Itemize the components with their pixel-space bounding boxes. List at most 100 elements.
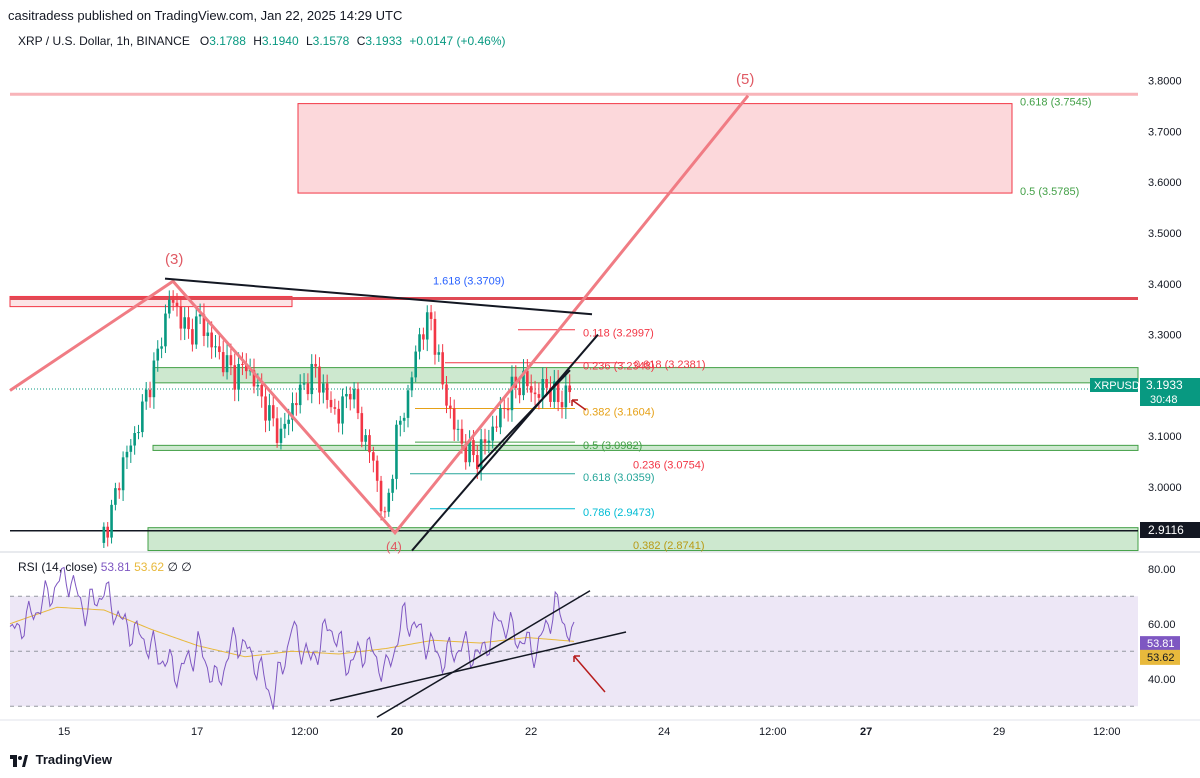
x-tick-label: 12:00 <box>1093 726 1121 738</box>
symbol-title[interactable]: XRP / U.S. Dollar, 1h, BINANCE <box>18 34 190 48</box>
candle-body <box>121 457 125 491</box>
candle-body <box>283 423 287 429</box>
candle-body <box>114 488 117 505</box>
x-tick-label: 24 <box>658 726 670 738</box>
candle-body <box>368 435 371 453</box>
candle-body <box>372 452 375 461</box>
open-label: O <box>199 34 210 48</box>
candle-body <box>168 299 171 314</box>
publish-bar: casitradess published on TradingView.com… <box>0 0 1200 30</box>
close-label: C <box>356 34 366 48</box>
candle-body <box>564 385 568 408</box>
candle-body <box>129 445 133 452</box>
candle-body <box>541 378 545 398</box>
rsi-tick-label: 80.00 <box>1148 564 1176 576</box>
candle-body <box>414 351 417 378</box>
candle-body <box>117 488 121 491</box>
candle-body <box>156 348 160 361</box>
change-value: +0.0147 (+0.46%) <box>409 34 506 48</box>
candle-body <box>429 312 433 319</box>
fib-label: 1.618 (3.3709) <box>433 276 505 288</box>
rsi-trendline-lower <box>329 631 627 702</box>
candle-body <box>152 360 156 398</box>
candle-body <box>379 480 383 512</box>
candle-body <box>160 346 163 349</box>
rsi-ma-line <box>9 606 575 658</box>
candle-body <box>518 387 521 396</box>
candle-body <box>522 370 525 396</box>
candle-body <box>164 313 167 347</box>
candle-body <box>287 419 290 424</box>
wave-path <box>9 94 750 536</box>
candle-body <box>395 424 398 479</box>
candle-body <box>495 426 498 428</box>
candle-body <box>341 396 344 424</box>
candle-body <box>148 389 152 398</box>
candle-body <box>171 299 175 303</box>
y-tick-label: 3.4000 <box>1148 279 1182 291</box>
rsi-tick-label: 40.00 <box>1148 674 1176 686</box>
candle-body <box>302 383 306 385</box>
fib-label: 0.382 (3.1604) <box>583 407 655 419</box>
target-zone <box>297 103 1013 194</box>
rsi-ma-tag-bg <box>1140 649 1180 665</box>
upper-trendline <box>164 277 593 316</box>
candle-body <box>553 381 556 402</box>
fib-label: 0.618 (3.7545) <box>1020 97 1092 109</box>
candle-body <box>487 440 491 443</box>
candle-body <box>402 417 406 421</box>
rsi-tick-label: 60.00 <box>1148 619 1176 631</box>
candle-body <box>410 377 414 391</box>
wave-label-4: (4) <box>386 539 402 554</box>
rsi-title[interactable]: RSI (14, close) <box>18 560 98 574</box>
rsi-line <box>9 566 575 710</box>
candle-body <box>110 504 113 538</box>
fib-label: 0.786 (2.9473) <box>583 507 655 519</box>
last-price-countdown: 30:48 <box>1150 394 1178 406</box>
y-tick-label: 3.5000 <box>1148 228 1182 240</box>
high-value: 3.1940 <box>261 34 299 48</box>
rsi-band <box>10 596 1138 707</box>
y-tick-label: 3.3000 <box>1148 330 1182 342</box>
candle-body <box>449 405 452 409</box>
x-tick-label: 29 <box>993 726 1005 738</box>
candle-body <box>526 370 529 387</box>
candle-body <box>179 306 183 329</box>
fib-label: 0.236 (3.0754) <box>633 460 705 472</box>
candle-body <box>364 435 367 442</box>
candle-body <box>175 302 179 307</box>
y-tick-label: 3.8000 <box>1148 75 1182 87</box>
candle-body <box>137 432 140 434</box>
candle-body <box>125 451 129 458</box>
candle-body <box>479 439 483 470</box>
x-tick-label: 20 <box>391 726 403 738</box>
rsi-ma-tag-value: 53.62 <box>1147 652 1175 664</box>
candle-body <box>218 346 221 353</box>
candle-body <box>499 408 502 428</box>
candle-body <box>472 440 475 456</box>
candle-body <box>221 352 225 373</box>
candle-body <box>445 384 448 406</box>
candle-body <box>329 399 333 408</box>
candle-body <box>510 376 514 411</box>
fib-label: 0.5 (3.0982) <box>583 440 642 452</box>
candle-body <box>399 420 402 425</box>
candle-body <box>144 389 148 402</box>
support-tag-bg <box>1140 522 1200 538</box>
candle-body <box>345 393 348 397</box>
rsi-extra: ∅ ∅ <box>167 560 192 574</box>
candle-body <box>437 352 441 355</box>
wave-label-5: (5) <box>736 71 754 88</box>
candle-body <box>141 401 144 433</box>
tradingview-logo[interactable]: TradingView <box>10 752 112 767</box>
candle-body <box>556 381 560 403</box>
candle-body <box>325 383 329 400</box>
fib-label: 0.5 (3.5785) <box>1020 186 1079 198</box>
fib-label: 0.382 (2.8741) <box>633 540 705 552</box>
candle-body <box>310 363 314 395</box>
candle-body <box>337 408 340 424</box>
candle-body <box>537 394 541 398</box>
candle-body <box>183 317 186 329</box>
candle-body <box>314 363 317 367</box>
